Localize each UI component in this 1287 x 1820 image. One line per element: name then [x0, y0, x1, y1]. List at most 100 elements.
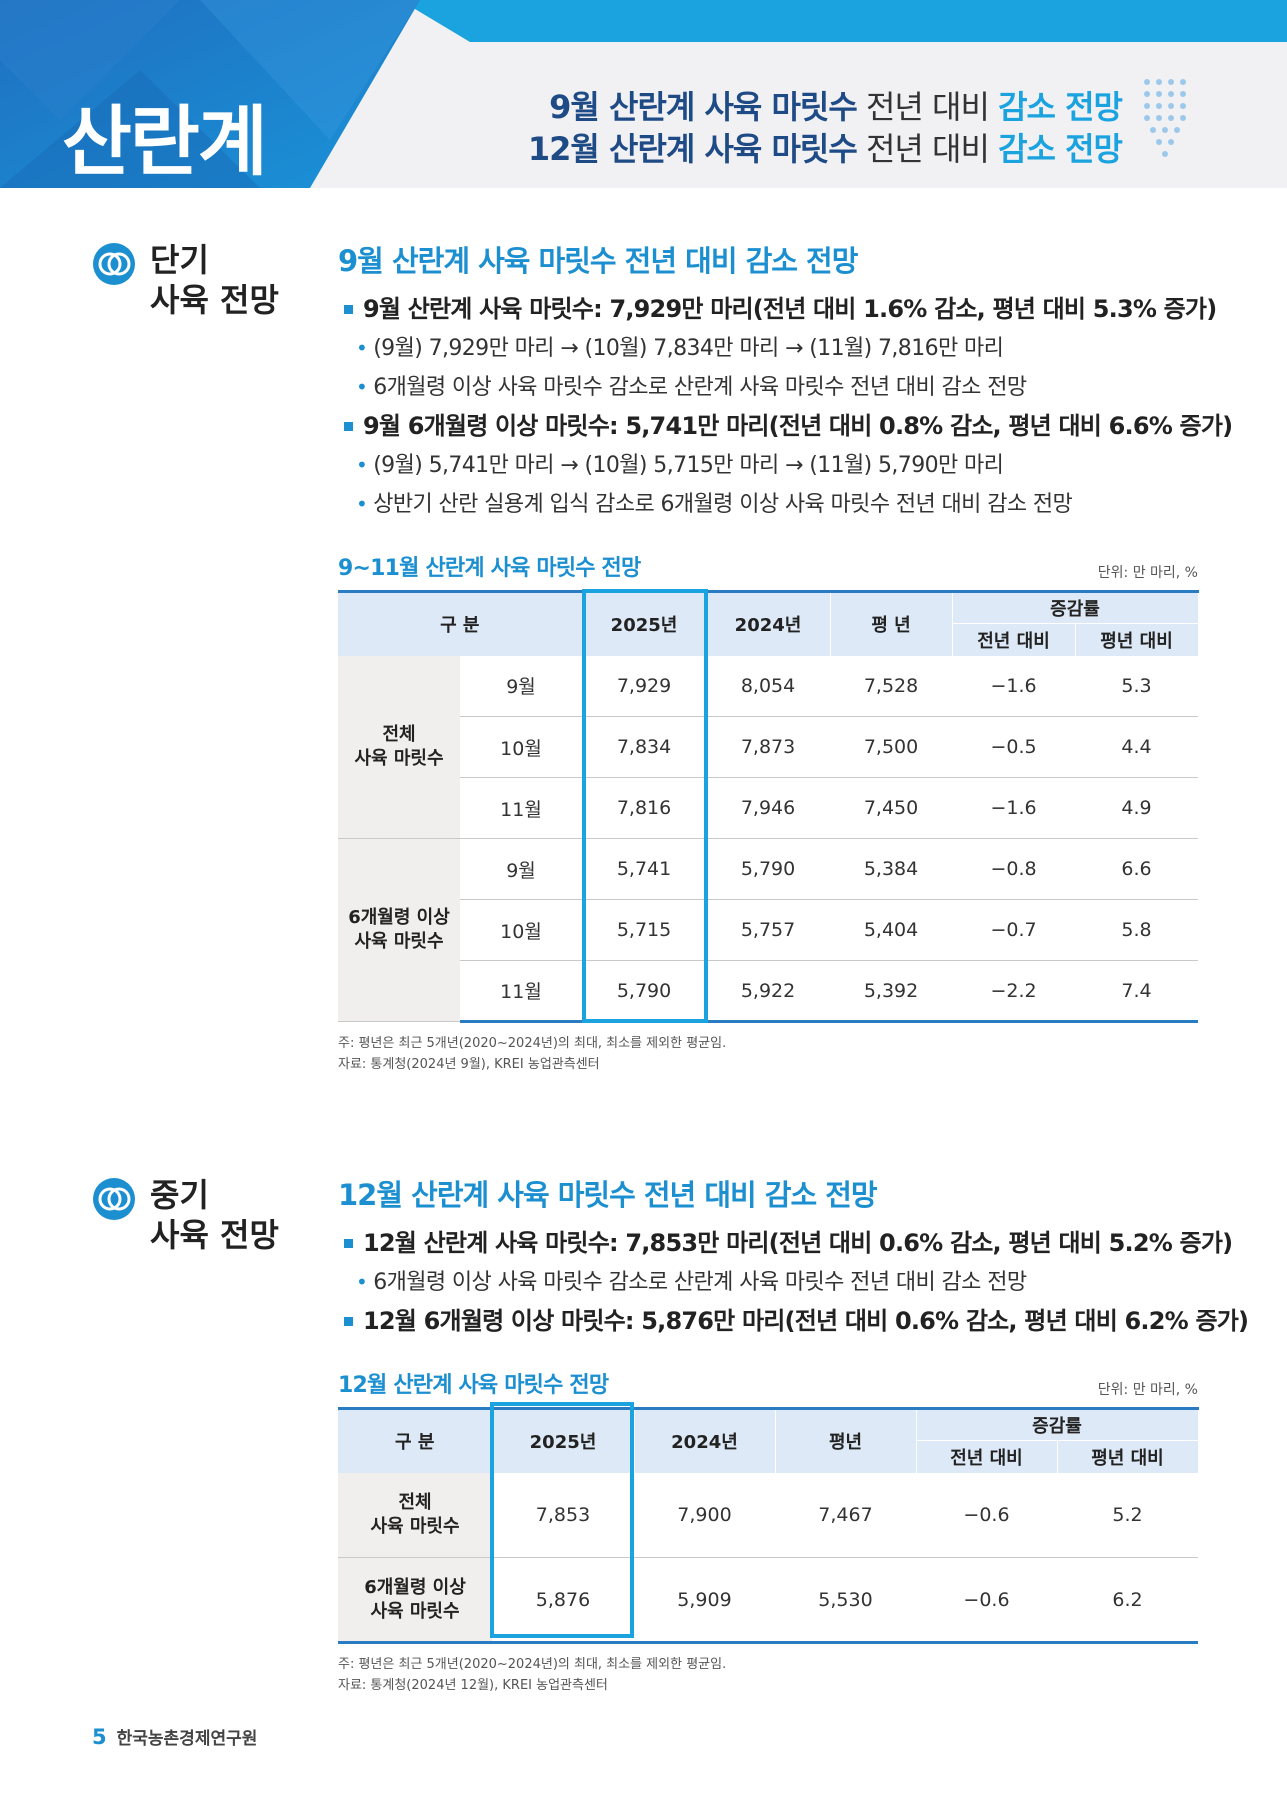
short-term-table-unit: 단위: 만 마리, %	[1097, 565, 1198, 581]
header-2024: 2024년	[634, 1407, 776, 1473]
row-group-label: 전체 사육 마릿수	[338, 655, 460, 839]
mid-term-label-line1: 중기	[150, 1176, 209, 1214]
bullet-sub: • (9월) 7,929만 마리 → (10월) 7,834만 마리 → (11월…	[338, 329, 1198, 368]
short-term-label-line1: 단기	[150, 241, 209, 279]
header-rate: 증감률	[916, 1407, 1199, 1441]
short-term-heading: 9월 산란계 사육 마릿수 전년 대비 감소 전망	[338, 244, 858, 278]
cell-month: 10월	[460, 899, 583, 961]
short-term-label: 단기 사육 전망	[92, 240, 279, 320]
row-label-line1: 전체	[398, 1491, 432, 1513]
cell-average: 7,467	[775, 1472, 916, 1558]
dot-bullet-icon: •	[356, 492, 368, 516]
dot-bullet-icon: •	[356, 1270, 368, 1294]
cell-yoy: −1.6	[952, 777, 1076, 839]
cell-2025: 7,853	[492, 1472, 634, 1558]
organization-name: 한국농촌경제연구원	[116, 1729, 258, 1749]
header-line-2: 12월 산란계 사육 마릿수 전년 대비 감소 전망	[528, 128, 1123, 170]
source-line: 자료: 통계청(2024년 9월), KREI 농업관측센터	[338, 1057, 600, 1072]
bullet-main-text: 12월 6개월령 이상 마릿수: 5,876만 마리(전년 대비 0.6% 감소…	[363, 1307, 1249, 1335]
header-gubun: 구 분	[338, 1407, 493, 1473]
header-gubun: 구 분	[338, 590, 583, 656]
bullet-main-text: 9월 6개월령 이상 마릿수: 5,741만 마리(전년 대비 0.8% 감소,…	[363, 412, 1233, 440]
header-rate: 증감률	[952, 590, 1199, 624]
cell-month: 11월	[460, 960, 583, 1023]
square-bullet-icon	[344, 305, 353, 314]
bullet-main: 12월 6개월령 이상 마릿수: 5,876만 마리(전년 대비 0.6% 감소…	[338, 1302, 1249, 1341]
overlapping-circles-icon	[93, 1178, 135, 1220]
cell-average: 7,528	[830, 655, 953, 717]
page-number: 5	[92, 1725, 107, 1749]
short-term-label-text: 단기 사육 전망	[150, 240, 279, 320]
header-vs-average: 평년 대비	[1057, 1440, 1199, 1473]
header-average: 평년	[775, 1407, 917, 1473]
mid-term-table-title-row: 12월 산란계 사육 마릿수 전망 단위: 만 마리, %	[338, 1367, 1198, 1399]
header-average: 평 년	[830, 590, 953, 656]
cell-2024: 7,900	[634, 1472, 775, 1558]
row-group-label-line1: 6개월령 이상	[348, 907, 450, 928]
short-term-table-title-row: 9~11월 산란계 사육 마릿수 전망 단위: 만 마리, %	[338, 550, 1198, 582]
header-title: 산란계	[62, 97, 268, 186]
cell-month: 11월	[460, 777, 583, 839]
cell-average: 5,404	[830, 899, 953, 961]
note-line: 주: 평년은 최근 5개년(2020~2024년)의 최대, 최소를 제외한 평…	[338, 1036, 727, 1051]
short-term-notes: 주: 평년은 최근 5개년(2020~2024년)의 최대, 최소를 제외한 평…	[338, 1033, 1198, 1075]
bullet-sub: • 상반기 산란 실용계 입식 감소로 6개월령 이상 사육 마릿수 전년 대비 …	[338, 485, 1198, 524]
short-term-content: 9월 산란계 사육 마릿수 전년 대비 감소 전망 9월 산란계 사육 마릿수:…	[338, 238, 1233, 1075]
mid-term-table-unit: 단위: 만 마리, %	[1097, 1382, 1198, 1398]
cell-average: 7,500	[830, 716, 953, 778]
short-term-table-title: 9~11월 산란계 사육 마릿수 전망	[338, 556, 641, 581]
bullet-sub-text: 상반기 산란 실용계 입식 감소로 6개월령 이상 사육 마릿수 전년 대비 감…	[373, 492, 1073, 517]
cell-vs-average: 6.6	[1075, 838, 1199, 900]
cell-2024: 8,054	[706, 655, 831, 717]
cell-2025: 5,715	[582, 899, 707, 961]
row-group-label-line2: 사육 마릿수	[354, 931, 444, 952]
header-background	[0, 0, 1287, 188]
bullet-main: 9월 6개월령 이상 마릿수: 5,741만 마리(전년 대비 0.8% 감소,…	[338, 407, 1233, 446]
cell-yoy: −0.6	[916, 1557, 1057, 1644]
table-row: 6개월령 이상 사육 마릿수 5,876 5,909 5,530 −0.6 6.2	[338, 1557, 1198, 1644]
header-line-2-plain: 전년 대비	[856, 130, 999, 168]
cell-2025: 7,816	[582, 777, 707, 839]
header-2025: 2025년	[582, 590, 707, 656]
cell-2025: 7,834	[582, 716, 707, 778]
bullet-main: 9월 산란계 사육 마릿수: 7,929만 마리(전년 대비 1.6% 감소, …	[338, 290, 1217, 329]
mid-term-label: 중기 사육 전망	[92, 1175, 279, 1255]
cell-month: 10월	[460, 716, 583, 778]
cell-2024: 7,873	[706, 716, 831, 778]
mid-term-label-text: 중기 사육 전망	[150, 1175, 279, 1255]
header-line-1: 9월 산란계 사육 마릿수 전년 대비 감소 전망	[528, 86, 1123, 128]
cell-average: 5,384	[830, 838, 953, 900]
cell-2024: 5,757	[706, 899, 831, 961]
header-2025: 2025년	[492, 1407, 635, 1473]
page-footer: 5 한국농촌경제연구원	[92, 1724, 257, 1749]
row-label: 6개월령 이상 사육 마릿수	[338, 1557, 492, 1644]
mid-term-table: 구 분 2025년 2024년 평년 증감률 전년 대비 평년 대비 전체 사육 …	[338, 1407, 1199, 1644]
cell-2025: 5,741	[582, 838, 707, 900]
table-header-row: 구 분 2025년 2024년 평년 증감률	[338, 1407, 1199, 1473]
row-label-line1: 6개월령 이상	[364, 1576, 466, 1598]
cell-vs-average: 5.8	[1075, 899, 1199, 961]
mid-term-notes: 주: 평년은 최근 5개년(2020~2024년)의 최대, 최소를 제외한 평…	[338, 1654, 1198, 1696]
cell-vs-average: 5.3	[1075, 655, 1199, 717]
cell-yoy: −2.2	[952, 960, 1076, 1023]
header-summary: 9월 산란계 사육 마릿수 전년 대비 감소 전망 12월 산란계 사육 마릿수…	[528, 86, 1123, 170]
table-row: 10월 7,834 7,873 7,500 −0.5 4.4	[338, 716, 1199, 778]
table-row: 11월 7,816 7,946 7,450 −1.6 4.9	[338, 777, 1199, 839]
bullet-sub-text: (9월) 5,741만 마리 → (10월) 5,715만 마리 → (11월)…	[373, 453, 1004, 478]
cell-yoy: −1.6	[952, 655, 1076, 717]
cell-yoy: −0.6	[916, 1472, 1057, 1558]
cell-month: 9월	[460, 655, 583, 717]
table-row: 6개월령 이상 사육 마릿수 9월 5,741 5,790 5,384 −0.8 …	[338, 838, 1199, 1022]
header-2024: 2024년	[706, 590, 831, 656]
overlapping-circles-icon	[93, 243, 135, 285]
table-row: 전체 사육 마릿수 9월 7,929 8,054 7,528 −1.6 5.3	[338, 655, 1199, 839]
row-label: 전체 사육 마릿수	[338, 1472, 492, 1558]
bullet-sub: • 6개월령 이상 사육 마릿수 감소로 산란계 사육 마릿수 전년 대비 감소 …	[338, 368, 1198, 407]
mid-term-heading: 12월 산란계 사육 마릿수 전년 대비 감소 전망	[338, 1178, 878, 1212]
dot-bullet-icon: •	[356, 375, 368, 399]
header-yoy: 전년 대비	[952, 623, 1076, 656]
cell-vs-average: 6.2	[1057, 1557, 1198, 1644]
table-row: 10월 5,715 5,757 5,404 −0.7 5.8	[338, 899, 1199, 961]
cell-yoy: −0.7	[952, 899, 1076, 961]
